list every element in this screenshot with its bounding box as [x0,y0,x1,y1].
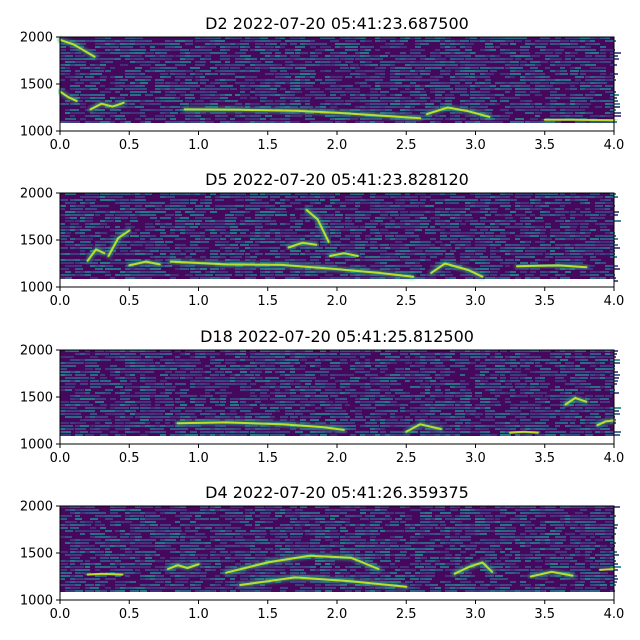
panel-title: D18 2022-07-20 05:41:25.812500 [200,327,474,346]
feature-track [529,570,574,578]
y-tick-label: 2000 [20,31,53,46]
spectrogram-gap [60,123,614,131]
panel-title: D5 2022-07-20 05:41:23.828120 [205,170,469,189]
y-tick-label: 1000 [20,594,53,609]
x-tick-label: 3.5 [534,451,555,466]
y-tick-label: 1000 [20,125,53,140]
y-tick-label: 1500 [20,547,53,562]
x-tick-label: 0.5 [119,451,140,466]
feature-track [89,101,125,111]
spectrogram-gap [60,592,614,600]
feature-track [183,108,422,120]
spectrogram-gap [60,279,614,287]
x-tick-label: 3.0 [465,138,486,153]
x-tick-label: 2.0 [327,451,348,466]
y-tick-label: 1500 [20,391,53,406]
x-tick-label: 2.5 [396,138,417,153]
y-tick-label: 1000 [20,281,53,296]
x-tick-label: 1.5 [257,451,278,466]
spectrogram-noise [60,193,621,282]
x-tick-label: 1.0 [188,138,209,153]
spectrogram-panel: D5 2022-07-20 05:41:23.828120 0.0 0.5 1.0 1.… [20,170,624,309]
feature-track [516,264,588,269]
x-tick-label: 0.0 [50,138,71,153]
x-tick-label: 2.5 [396,607,417,622]
y-tick-label: 2000 [20,344,53,359]
x-tick-label: 2.0 [327,607,348,622]
x-tick-label: 0.0 [50,294,71,309]
y-tick-label: 1500 [20,234,53,249]
x-tick-label: 1.5 [257,607,278,622]
x-tick-label: 3.0 [465,607,486,622]
feature-track [509,430,539,434]
feature-track [86,248,106,262]
x-tick-label: 2.0 [327,294,348,309]
feature-track [426,106,491,118]
panel-title: D2 2022-07-20 05:41:23.687500 [205,14,469,33]
feature-track [305,208,330,243]
x-tick-label: 2.5 [396,294,417,309]
x-tick-label: 4.0 [604,294,625,309]
y-tick-label: 1500 [20,78,53,93]
feature-track [107,229,131,257]
x-tick-label: 2.0 [327,138,348,153]
feature-track [430,262,484,278]
feature-track [287,241,318,249]
x-tick-label: 3.5 [534,607,555,622]
feature-track [225,554,380,574]
feature-track [128,260,161,267]
x-tick-label: 1.0 [188,294,209,309]
x-tick-label: 4.0 [604,451,625,466]
feature-track [405,423,442,433]
x-tick-label: 3.0 [465,451,486,466]
x-tick-label: 3.5 [534,294,555,309]
spectrogram-panel: D4 2022-07-20 05:41:26.359375 0.0 0.5 1.0 1.… [20,483,624,622]
feature-track [453,561,494,575]
x-tick-label: 1.5 [257,138,278,153]
spectrogram-panel: D18 2022-07-20 05:41:25.812500 0.0 0.5 1.0 1… [20,327,624,466]
x-tick-label: 0.5 [119,607,140,622]
feature-track [329,252,359,257]
y-tick-label: 1000 [20,438,53,453]
spectrogram-panel: D2 2022-07-20 05:41:23.687500 0.0 0.5 1.0 1.… [20,14,624,153]
x-tick-label: 1.0 [188,451,209,466]
feature-track [167,563,200,570]
x-tick-label: 1.0 [188,607,209,622]
panel-title: D4 2022-07-20 05:41:26.359375 [205,483,469,502]
feature-track [169,260,415,278]
x-tick-label: 0.5 [119,294,140,309]
feature-track [59,38,96,58]
feature-track [59,90,78,102]
x-tick-label: 0.5 [119,138,140,153]
x-tick-label: 2.5 [396,451,417,466]
feature-track [239,576,408,588]
feature-track [596,419,615,427]
feature-track [599,568,615,571]
spectrogram-noise [60,506,621,595]
x-tick-label: 3.5 [534,138,555,153]
spectrogram-gap [60,436,614,444]
x-tick-label: 1.5 [257,294,278,309]
feature-track [543,118,615,122]
spectrogram-noise [60,350,621,439]
feature-track [86,572,124,576]
x-tick-label: 3.0 [465,294,486,309]
x-tick-label: 0.0 [50,451,71,466]
y-tick-label: 2000 [20,500,53,515]
feature-track [176,421,345,431]
y-tick-label: 2000 [20,187,53,202]
x-tick-label: 4.0 [604,138,625,153]
x-tick-label: 4.0 [604,607,625,622]
x-tick-label: 0.0 [50,607,71,622]
feature-track [564,396,588,406]
